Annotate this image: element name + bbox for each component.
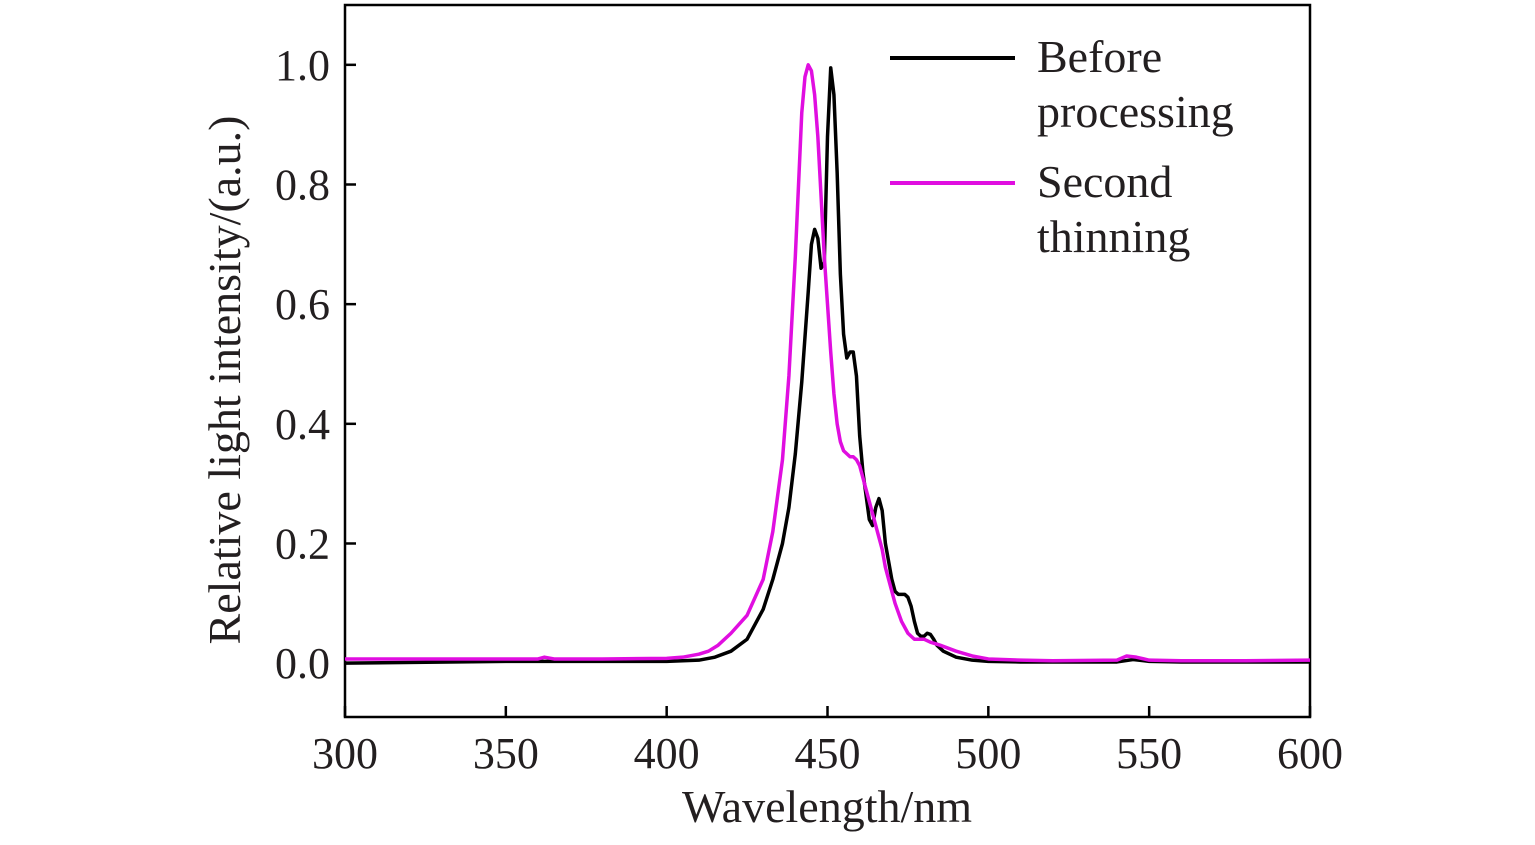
x-tick-label-3: 450: [795, 729, 861, 778]
legend-label-line: processing: [1037, 86, 1234, 137]
x-tick-label-6: 600: [1277, 729, 1343, 778]
x-tick-label-5: 550: [1116, 729, 1182, 778]
x-tick-label-4: 500: [955, 729, 1021, 778]
y-tick-label-4: 0.8: [275, 160, 330, 209]
x-axis: 300 350 400 450 500 550 600: [312, 706, 1343, 778]
legend-label-line: Before: [1037, 31, 1162, 82]
y-tick-label-1: 0.2: [275, 519, 330, 568]
y-tick-label-3: 0.6: [275, 280, 330, 329]
series-line-0: [344, 66, 1310, 665]
series-layer: [344, 63, 1311, 665]
series-line-1: [345, 63, 1311, 663]
x-tick-label-1: 350: [473, 729, 539, 778]
x-tick-label-2: 400: [634, 729, 700, 778]
y-tick-label-5: 1.0: [275, 41, 330, 90]
y-tick-label-0: 0.0: [275, 639, 330, 688]
x-tick-label-0: 300: [312, 729, 378, 778]
y-axis: 0.0 0.2 0.4 0.6 0.8 1.0: [275, 41, 356, 688]
y-axis-title: Relative light intensity/(a.u.): [199, 116, 250, 645]
y-tick-label-2: 0.4: [275, 400, 330, 449]
legend-label-line: thinning: [1037, 211, 1190, 262]
legend-label-1: Second thinning: [1037, 156, 1190, 262]
x-axis-title: Wavelength/nm: [682, 781, 972, 832]
legend-label-0: Before processing: [1037, 31, 1234, 137]
legend-label-line: Second: [1037, 156, 1172, 207]
legend: Before processing Second thinning: [890, 31, 1234, 262]
